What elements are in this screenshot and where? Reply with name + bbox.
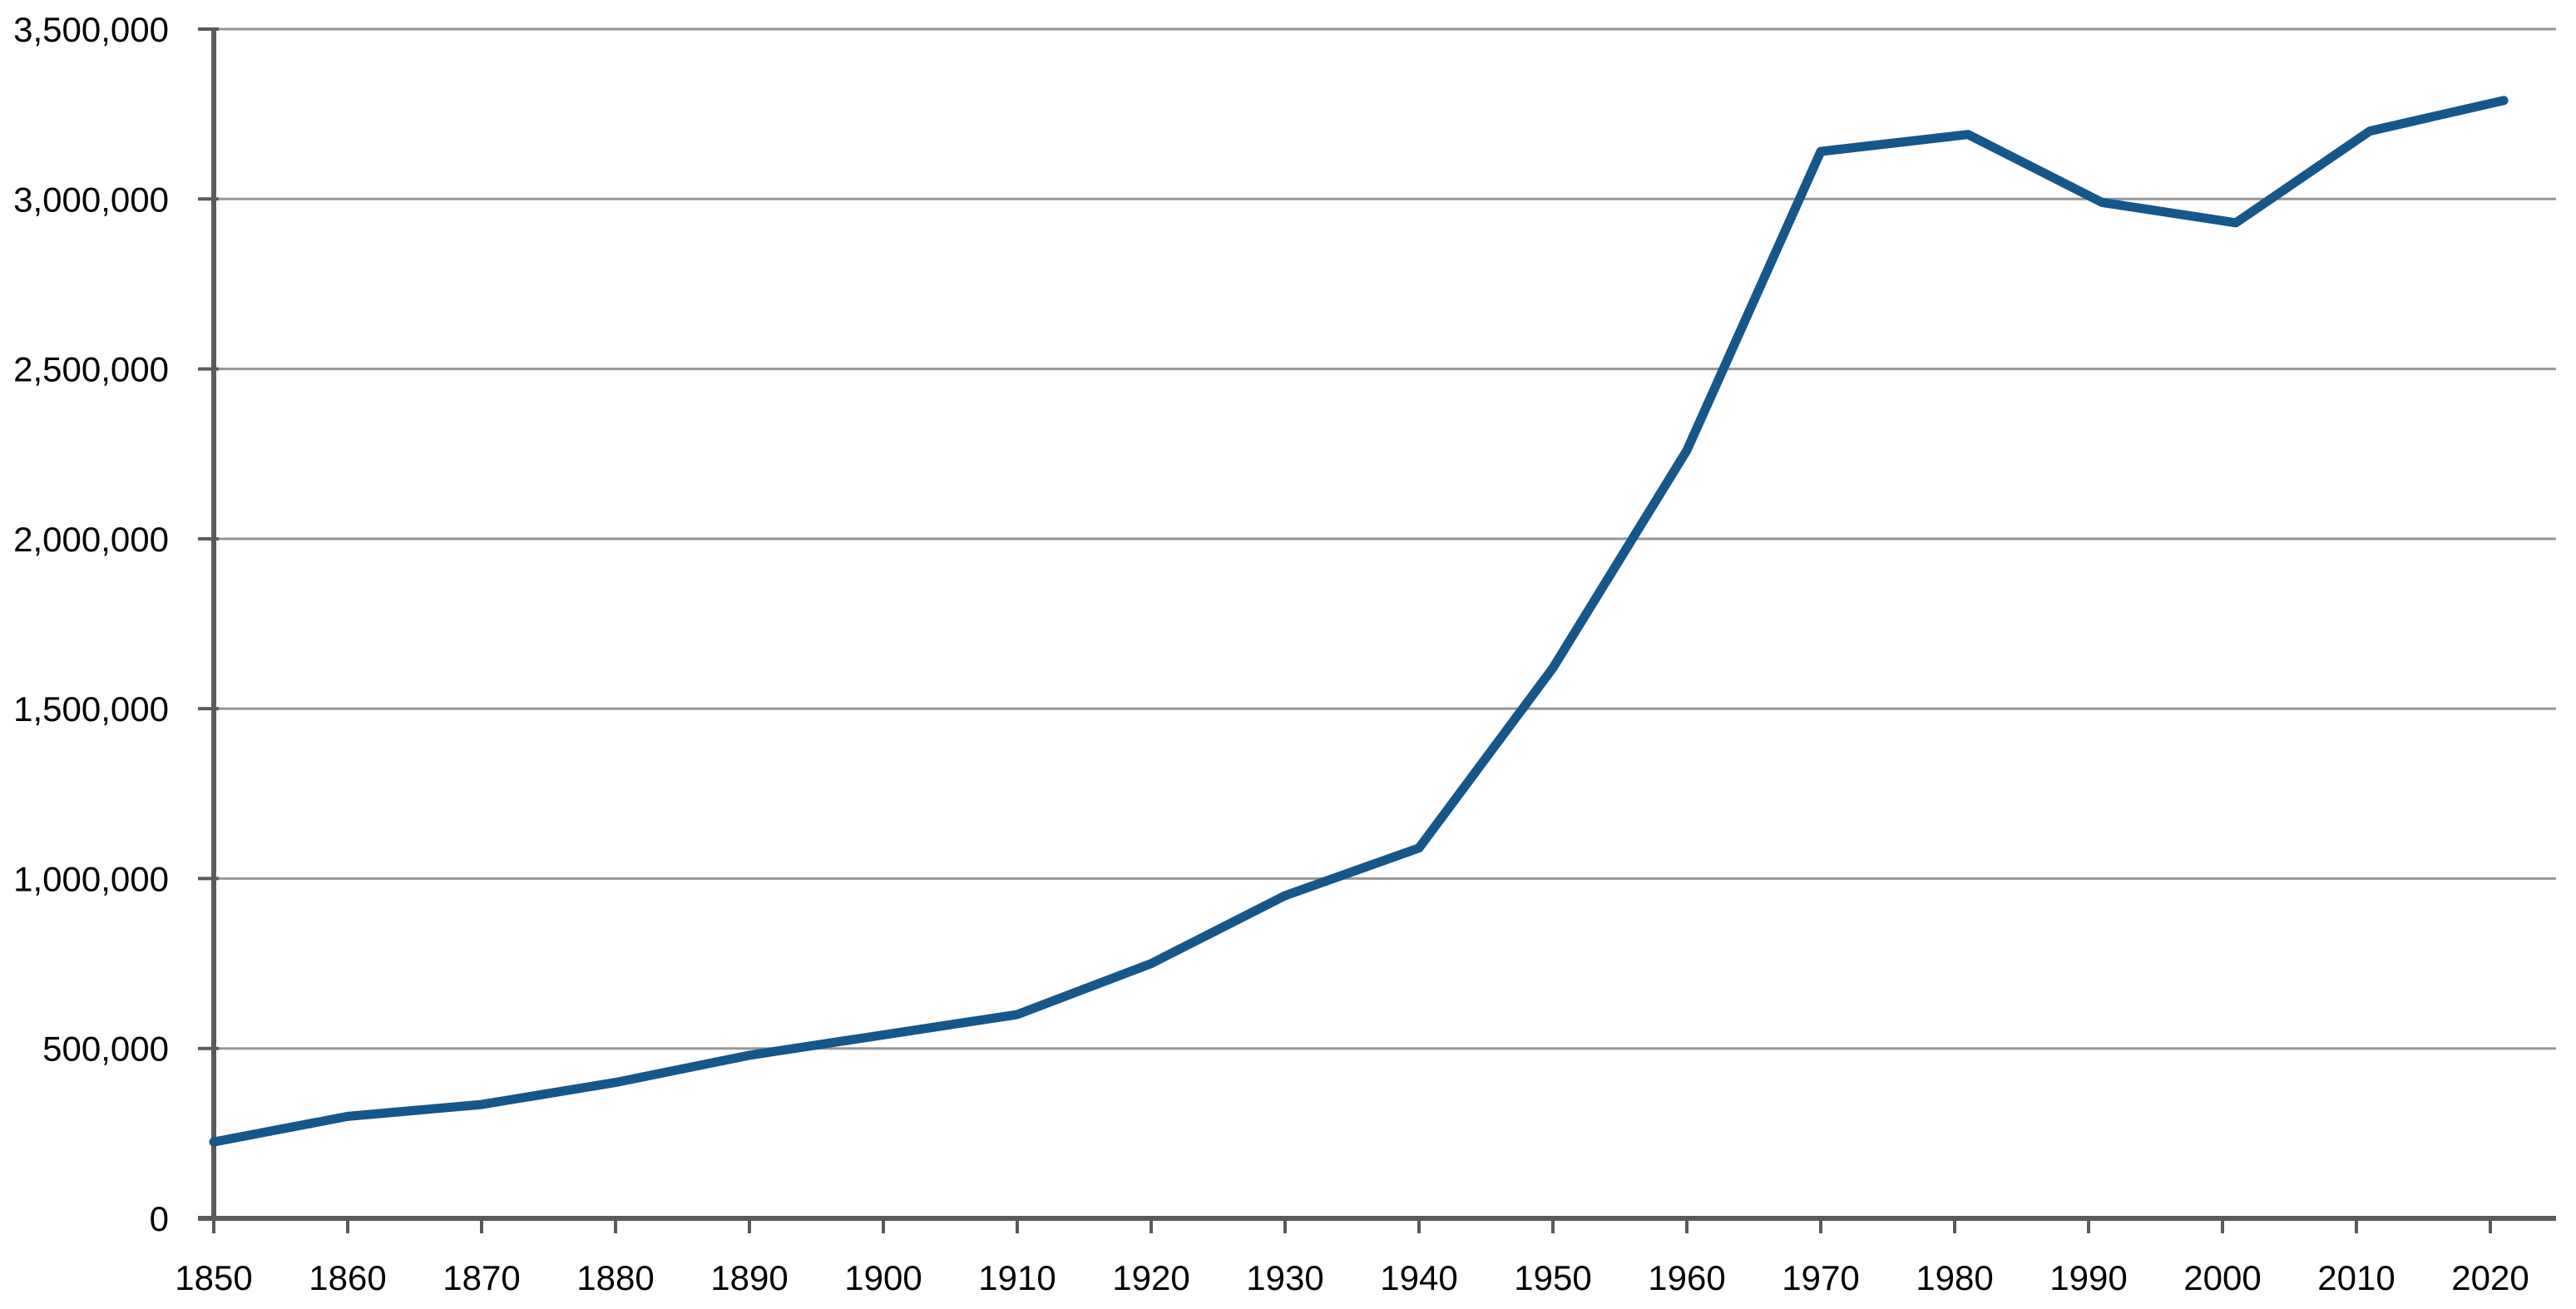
y-tick-label: 0 xyxy=(150,1199,169,1238)
x-tick-label: 1920 xyxy=(1112,1258,1189,1297)
axes-group xyxy=(198,29,2556,1221)
y-tick-label: 2,500,000 xyxy=(13,350,169,389)
x-tick-label: 1890 xyxy=(710,1258,788,1297)
x-tick-label: 1910 xyxy=(978,1258,1056,1297)
x-tick-label: 2020 xyxy=(2451,1258,2529,1297)
y-tick-label: 1,500,000 xyxy=(13,689,169,729)
y-axis-labels-group: 0 500,000 1,000,000 1,500,000 2,000,000 2,500… xyxy=(13,10,169,1238)
data-series-group xyxy=(209,96,2509,1147)
x-tick-label: 1900 xyxy=(844,1258,922,1297)
population-series-line xyxy=(209,96,2509,1147)
x-tick-label: 1880 xyxy=(576,1258,654,1297)
tick-marks-group xyxy=(198,27,2492,1233)
y-tick-label: 500,000 xyxy=(42,1030,169,1069)
x-axis-labels-group: 1850 1860 1870 1880 1890 1900 1910 1920 1930 1940… xyxy=(175,1258,2529,1297)
x-tick-label: 1850 xyxy=(175,1258,252,1297)
y-tick-label: 3,500,000 xyxy=(13,10,169,49)
x-tick-label: 2010 xyxy=(2317,1258,2395,1297)
y-tick-label: 2,000,000 xyxy=(13,520,169,559)
x-tick-label: 1930 xyxy=(1246,1258,1323,1297)
x-tick-label: 1940 xyxy=(1380,1258,1457,1297)
x-tick-label: 1950 xyxy=(1514,1258,1591,1297)
y-tick-label: 3,000,000 xyxy=(13,180,169,219)
gridlines-group xyxy=(214,27,2556,1050)
x-tick-label: 1970 xyxy=(1782,1258,1859,1297)
x-tick-label: 1860 xyxy=(309,1258,386,1297)
x-tick-label: 1990 xyxy=(2049,1258,2127,1297)
y-tick-label: 1,000,000 xyxy=(13,859,169,898)
x-tick-label: 1980 xyxy=(1916,1258,1993,1297)
x-tick-label: 2000 xyxy=(2183,1258,2261,1297)
x-tick-label: 1870 xyxy=(443,1258,520,1297)
x-tick-label: 1960 xyxy=(1648,1258,1725,1297)
